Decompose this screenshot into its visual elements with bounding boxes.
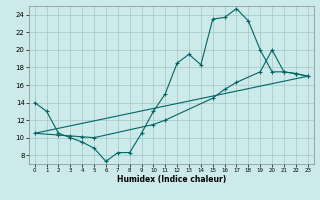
X-axis label: Humidex (Indice chaleur): Humidex (Indice chaleur) xyxy=(116,175,226,184)
